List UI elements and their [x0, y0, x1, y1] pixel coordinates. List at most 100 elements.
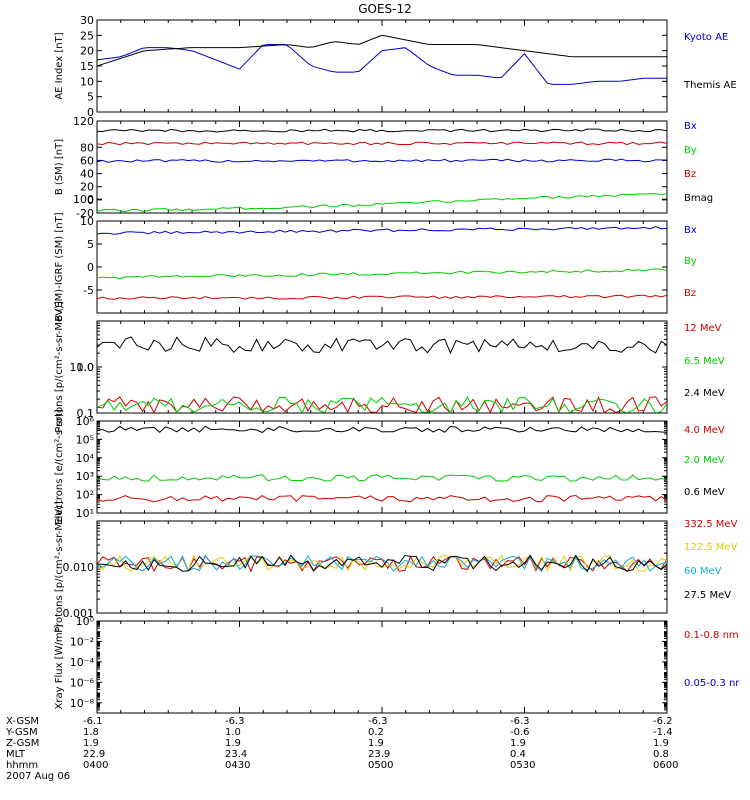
plot-title: GOES-12 [358, 2, 412, 16]
series-line-themis-ae [97, 34, 667, 67]
legend-themis-ae: Themis AE [683, 80, 737, 91]
legend-bx: Bx [684, 121, 697, 132]
footer-value: 1.8 [83, 727, 99, 738]
y-tick-label: 10⁴ [76, 452, 95, 465]
panel-4: 0.1 1.010.0 Protons [p/(cm²-s-sr-MeV)] 12 M… [54, 301, 725, 433]
footer-value: -6.2 [653, 716, 673, 727]
panel-1: 0 5 10 15 20 25 30 AE Index [nT] Kyoto AE Themis … [54, 14, 737, 119]
series-line-kyoto-ae [97, 44, 667, 85]
legend-bz: Bz [684, 288, 696, 299]
footer-value: -6.3 [368, 716, 388, 727]
footer-value: 0600 [653, 760, 679, 771]
footer-value: 23.9 [368, 749, 391, 760]
y-tick-label: 10⁻² [70, 635, 94, 648]
footer-value: -0.6 [510, 727, 530, 738]
footer-value: -6.3 [510, 716, 530, 727]
legend-60-mev: 60 MeV [684, 566, 722, 577]
panel-frame [96, 120, 668, 214]
legend-by: By [684, 256, 697, 267]
y-tick-label: 0.001 [63, 607, 95, 620]
y-tick-label: 10⁻⁶ [70, 676, 95, 689]
panel-5: 10¹ 10² 10³ 10⁴ 10⁵ 10⁶ Electrons [e/(cm²-s-sr… [54, 409, 725, 525]
panel-7: 10⁻⁸ 10⁻⁶ 10⁻⁴ 10⁻² 10⁰ Xray Flux [W/m²] 0.1-0… [54, 615, 740, 714]
ephemeris-footer: X-GSM -6.1 -6.3 -6.3 -6.3 -6.2 Y-GSM 1.8 1.0 0.2 -… [0, 716, 750, 800]
legend-bmag: Bmag [684, 193, 713, 204]
legend-2-4-mev: 2.4 MeV [684, 388, 725, 399]
footer-value: 1.9 [510, 738, 526, 749]
y-tick-label: 15 [80, 60, 94, 73]
legend-332-5-mev: 332.5 MeV [684, 519, 738, 530]
footer-value: 0.8 [653, 749, 669, 760]
y-tick-label: 10⁻⁸ [70, 697, 95, 710]
footer-row-label: Z-GSM [6, 738, 40, 749]
footer-row-label: MLT [6, 749, 25, 760]
footer-row-x-gsm: X-GSM -6.1 -6.3 -6.3 -6.3 -6.2 [0, 716, 750, 727]
y-tick-label: 0 [87, 261, 94, 274]
legend-0-05-0-3-nr: 0.05-0.3 nr [684, 678, 740, 689]
y-tick-label: 10.0 [70, 361, 95, 374]
y-tick-label: 0.1 [77, 407, 95, 420]
y-tick-label: 20 [80, 181, 94, 194]
y-axis-label: Xray Flux [W/m²] [54, 624, 65, 709]
y-tick-label: 1.0 [77, 361, 95, 374]
series-line-4-0-mev [97, 494, 667, 503]
series-line-bz [97, 294, 667, 300]
y-tick-label: 120 [73, 115, 94, 128]
y-tick-label: -20 [76, 207, 94, 220]
series-line-bx [97, 226, 667, 235]
series-line-60-mev [97, 554, 667, 573]
y-tick-label: 10¹ [76, 507, 94, 520]
series-line-by [97, 268, 667, 280]
y-tick-label: 80 [80, 141, 94, 154]
footer-value: 1.9 [368, 738, 384, 749]
y-tick-label: 0 [87, 194, 94, 207]
footer-row-mlt: MLT 22.9 23.4 23.9 0.4 0.8 [0, 749, 750, 760]
footer-value: 0500 [368, 760, 394, 771]
legend-0-1-0-8-nm: 0.1-0.8 nm [684, 630, 739, 641]
legend-6-5-mev: 6.5 MeV [684, 356, 725, 367]
footer-value: 0430 [225, 760, 251, 771]
footer-value: -6.1 [83, 716, 103, 727]
footer-value: 1.9 [83, 738, 99, 749]
legend-bx: Bx [684, 225, 697, 236]
legend-0-6-mev: 0.6 MeV [684, 487, 725, 498]
y-tick-label: 20 [80, 45, 94, 58]
panel-frame [96, 620, 668, 714]
footer-value: 0.4 [510, 749, 526, 760]
footer-row-y-gsm: Y-GSM 1.8 1.0 0.2 -0.6 -1.4 [0, 727, 750, 738]
footer-value: 22.9 [83, 749, 106, 760]
y-tick-label: 10⁻⁴ [70, 656, 95, 669]
footer-row-label: hhmm [6, 760, 39, 771]
footer-value: 0.2 [368, 727, 384, 738]
series-line-27-5-mev [97, 554, 667, 573]
legend-4-0-mev: 4.0 MeV [684, 425, 725, 436]
y-tick-label: 10² [76, 489, 94, 502]
footer-row-label: Y-GSM [6, 727, 38, 738]
footer-row-label: X-GSM [6, 716, 40, 727]
footer-date: 2007 Aug 06 [6, 771, 71, 782]
y-tick-label: 0.010 [63, 561, 95, 574]
panel-frame [96, 220, 668, 314]
y-tick-label: 40 [80, 168, 94, 181]
series-line-bz [97, 141, 667, 146]
legend-bz: Bz [684, 169, 696, 180]
y-tick-label: 10 [80, 215, 94, 228]
panel-frame [96, 19, 668, 113]
footer-row-hhmm: hhmm 0400 0430 0500 0530 0600 [0, 760, 750, 771]
legend-27-5-mev: 27.5 MeV [684, 590, 731, 601]
legend-122-5-mev: 122.5 MeV [684, 542, 738, 553]
footer-value: -6.3 [225, 716, 245, 727]
goes-12-stack-plot: GOES-12 0 5 10 15 20 25 30 AE Index [nT] Kyoto A… [54, 2, 740, 714]
footer-value: 1.9 [225, 738, 241, 749]
y-axis-label: Protons [p/(cm²-s-sr-MeV)] [54, 501, 65, 633]
panel-3: -5 0 5 10 B (SM)-IGRF (SM) [nT] Bx By Bz [54, 212, 697, 321]
footer-value: 1.0 [225, 727, 241, 738]
legend-12-mev: 12 MeV [684, 323, 722, 334]
y-axis-label: Protons [p/(cm²-s-sr-MeV)] [54, 301, 65, 433]
y-axis-label: B (SM) [nT] [54, 139, 65, 195]
y-tick-label: 25 [80, 29, 94, 42]
panel-frame [96, 320, 668, 414]
series-line-bmag [97, 128, 667, 133]
